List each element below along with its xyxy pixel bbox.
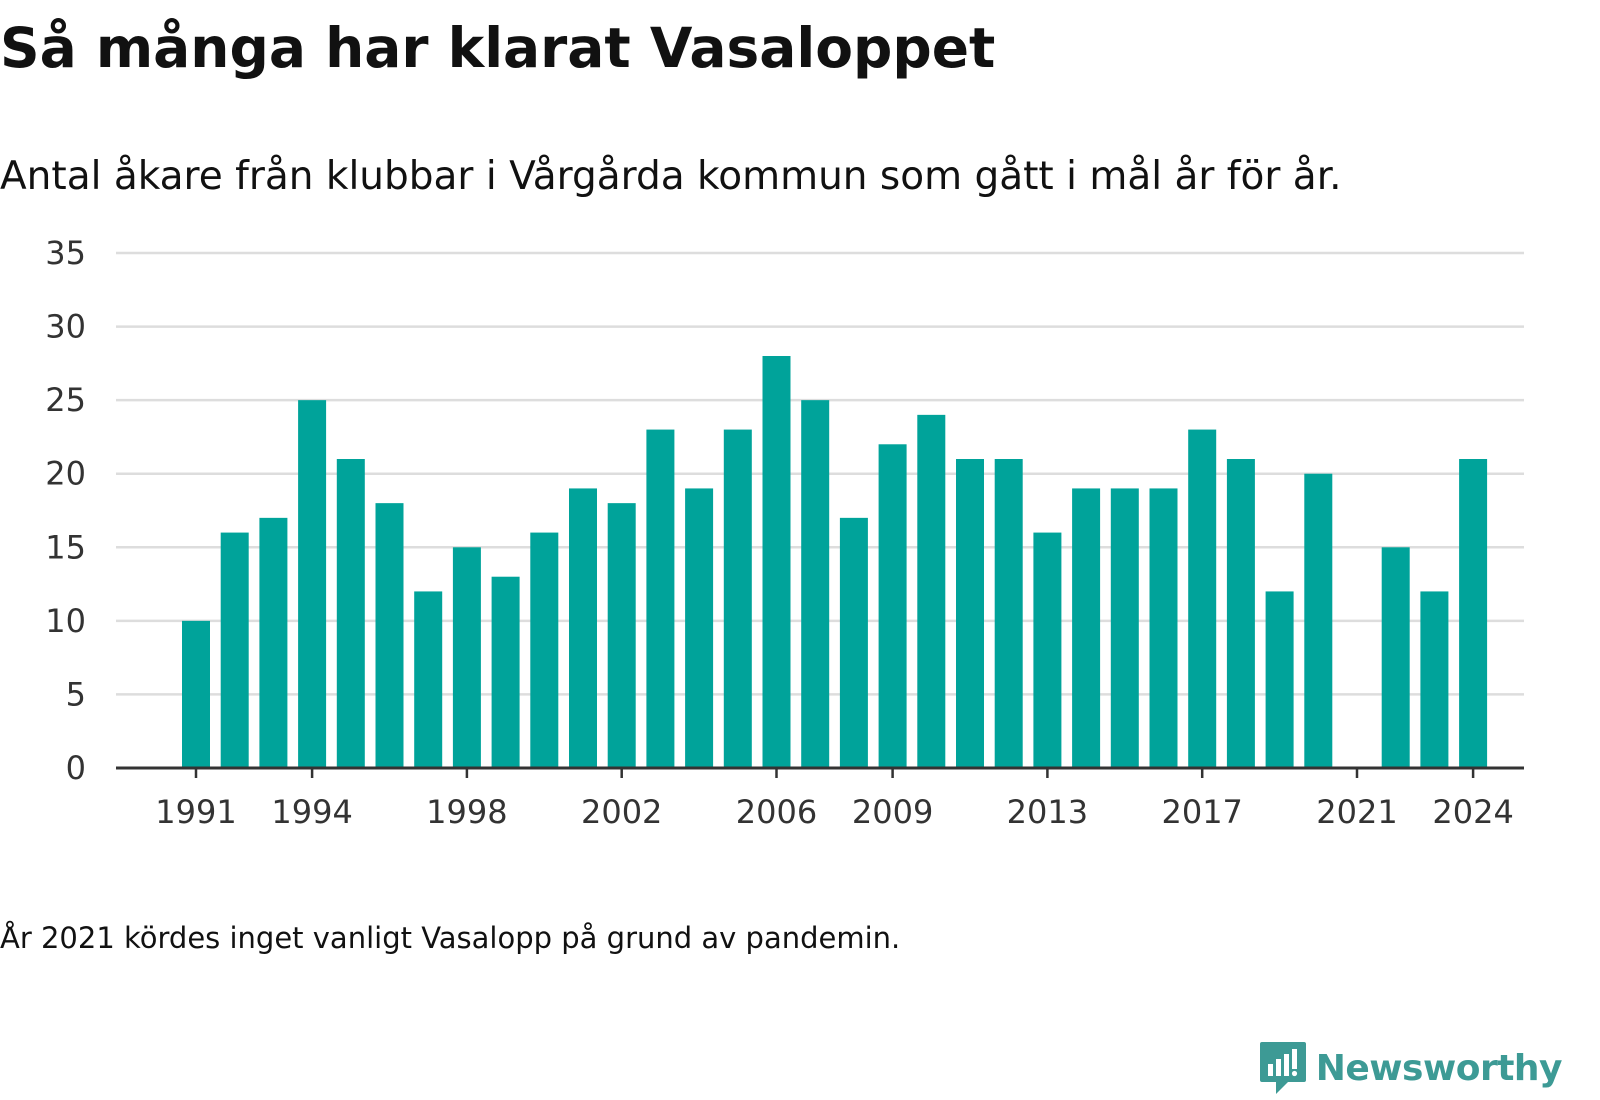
bar-2023: [1420, 591, 1449, 768]
newsworthy-logo-icon: [1259, 1042, 1306, 1094]
bar-1997: [414, 591, 443, 768]
bar-2008: [839, 517, 868, 768]
x-tick-label: 2006: [736, 793, 817, 831]
chart-title: Så många har klarat Vasaloppet: [0, 16, 996, 80]
y-tick-label: 15: [45, 528, 86, 566]
x-axis: [116, 766, 1524, 778]
x-tick-label: 2021: [1316, 793, 1397, 831]
brand-name: Newsworthy: [1315, 1047, 1563, 1089]
bar-2013: [1033, 532, 1062, 768]
bar-2005: [723, 429, 752, 768]
y-tick-label: 0: [66, 749, 86, 787]
bar-2012: [994, 459, 1023, 768]
bar-1995: [336, 459, 365, 768]
bar-2006: [762, 356, 791, 768]
bar-2007: [801, 400, 830, 768]
bar-1998: [452, 547, 481, 768]
bar-2002: [607, 503, 636, 768]
bar-2010: [917, 414, 946, 768]
bar-1992: [220, 532, 249, 768]
bar-2018: [1226, 459, 1255, 768]
bar-2003: [646, 429, 675, 768]
x-tick-label: 1991: [155, 793, 236, 831]
bar-1991: [182, 620, 210, 768]
y-tick-label: 35: [45, 234, 86, 272]
chart-subtitle: Antal åkare från klubbar i Vårgårda komm…: [0, 154, 1342, 199]
bar-2014: [1072, 488, 1101, 768]
y-tick-label: 20: [45, 455, 86, 493]
bar-2017: [1188, 429, 1217, 768]
bar-2024: [1459, 459, 1488, 768]
y-tick-label: 30: [45, 308, 86, 346]
bar-2022: [1381, 547, 1410, 768]
bar-2015: [1110, 488, 1139, 768]
x-tick-label: 1998: [426, 793, 507, 831]
bar-2004: [685, 488, 714, 768]
y-tick-label: 10: [45, 602, 86, 640]
x-axis-tick-labels: 1991 1994 1998 2002 2006 2009 2013 2017 2021 2024: [155, 793, 1514, 831]
bar-2009: [878, 444, 907, 768]
bar-2016: [1149, 488, 1178, 768]
x-tick-label: 2009: [852, 793, 933, 831]
footnote: År 2021 kördes inget vanligt Vasalopp på…: [0, 921, 901, 955]
x-tick-label: 2024: [1432, 793, 1513, 831]
bar-chart: 0 5 10 15 20 25 30 35 1991 1994 1998 2002 2006 2009 2…: [45, 234, 1524, 831]
bar-1993: [259, 517, 288, 768]
bar-1996: [375, 503, 404, 768]
bar-1994: [298, 400, 327, 768]
bar-2019: [1265, 591, 1294, 768]
bars: [182, 356, 1488, 768]
y-axis-tick-labels: 0 5 10 15 20 25 30 35: [45, 234, 86, 787]
bar-2011: [956, 459, 984, 768]
brand-logo: Newsworthy: [1258, 1040, 1563, 1096]
x-tick-label: 1994: [271, 793, 352, 831]
x-tick-label: 2017: [1161, 793, 1242, 831]
bar-2001: [569, 488, 597, 768]
bar-2000: [530, 532, 559, 768]
bar-2020: [1304, 473, 1333, 768]
x-tick-label: 2002: [581, 793, 662, 831]
x-tick-label: 2013: [1007, 793, 1088, 831]
bar-1999: [491, 576, 520, 768]
y-tick-label: 25: [45, 381, 86, 419]
y-tick-label: 5: [66, 675, 86, 713]
